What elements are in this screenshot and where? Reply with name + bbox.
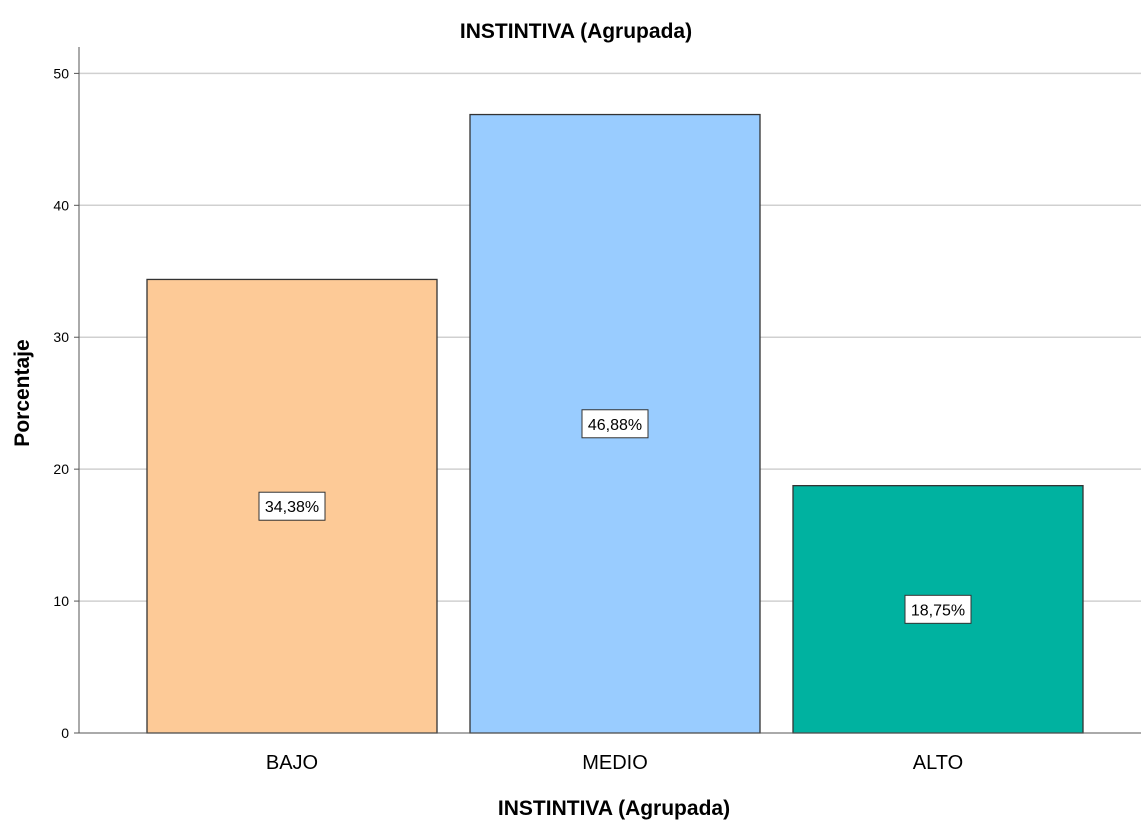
data-label-text: 18,75% xyxy=(911,602,965,619)
data-label-text: 46,88% xyxy=(588,417,642,434)
data-label-box xyxy=(904,594,972,624)
y-tick-label: 30 xyxy=(53,329,69,345)
x-tick-label-alto: ALTO xyxy=(913,752,963,774)
data-label-box xyxy=(581,409,649,439)
data-label-box xyxy=(258,491,326,521)
data-label-text: 34,38% xyxy=(265,499,319,516)
y-tick-label: 50 xyxy=(53,65,69,81)
x-axis-categories: BAJO MEDIO ALTO xyxy=(266,752,963,774)
data-label-bajo: 34,38% xyxy=(258,491,326,521)
y-axis-ticks: 0 10 20 30 40 50 xyxy=(53,65,79,741)
y-tick-label: 20 xyxy=(53,461,69,477)
x-tick-label-medio: MEDIO xyxy=(582,752,648,774)
data-label-alto: 18,75% xyxy=(904,594,972,624)
data-label-medio: 46,88% xyxy=(581,409,649,439)
y-axis-title: Porcentaje xyxy=(11,339,34,446)
y-tick-label: 40 xyxy=(53,197,69,213)
x-axis-title: INSTINTIVA (Agrupada) xyxy=(498,797,730,820)
y-tick-label: 10 xyxy=(53,593,69,609)
data-labels: 34,38% 46,88% 18,75% xyxy=(258,409,972,624)
chart-title: INSTINTIVA (Agrupada) xyxy=(460,20,692,43)
y-tick-label: 0 xyxy=(61,725,69,741)
x-tick-label-bajo: BAJO xyxy=(266,752,318,774)
